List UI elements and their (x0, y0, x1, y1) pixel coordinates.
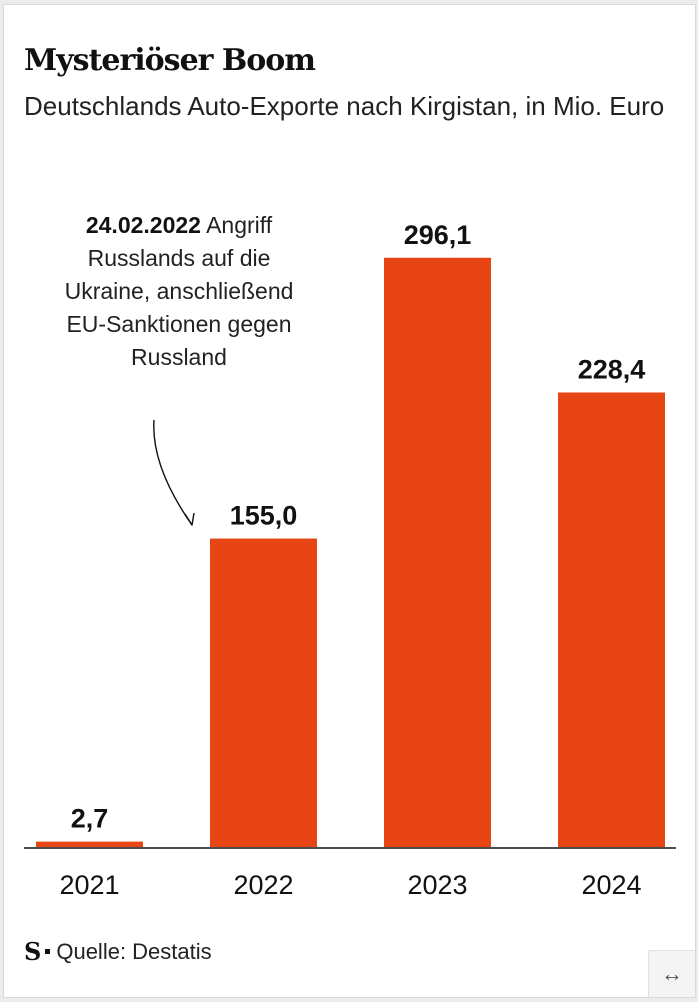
value-label-2024: 228,4 (578, 354, 646, 384)
publisher-logo: S (24, 937, 42, 966)
chart-subtitle: Deutschlands Auto-Exporte nach Kirgistan… (24, 91, 665, 121)
annotation-body: Angriff Russlands auf die Ukraine, ansch… (64, 212, 294, 370)
bar-2021 (36, 841, 143, 847)
x-tick-2021: 2021 (59, 870, 119, 900)
chart-card: Mysteriöser Boom Deutschlands Auto-Expor… (3, 4, 696, 998)
value-label-2023: 296,1 (404, 220, 472, 250)
bar-chart: 2,7 155,0 296,1 228,4 2021 2022 2023 2024 (24, 220, 676, 900)
annotation-text: 24.02.2022 Angriff Russlands auf die Ukr… (64, 209, 294, 374)
x-tick-2023: 2023 (407, 870, 467, 900)
annotation-arrow (153, 419, 193, 526)
value-label-2022: 155,0 (230, 501, 298, 531)
value-label-2021: 2,7 (71, 804, 109, 834)
expand-icon[interactable]: ↔ (648, 950, 695, 997)
bar-2023 (384, 257, 491, 847)
x-tick-2022: 2022 (233, 870, 293, 900)
chart-title: Mysteriöser Boom (24, 43, 316, 78)
bar-2024 (558, 392, 665, 847)
separator-dot (45, 949, 51, 954)
x-tick-2024: 2024 (581, 870, 641, 900)
bar-2022 (210, 538, 317, 847)
annotation-date: 24.02.2022 (85, 212, 201, 238)
annotation-arrowhead (184, 512, 195, 526)
source-text: Quelle: Destatis (56, 938, 212, 964)
source-footer: S Quelle: Destatis (24, 937, 212, 966)
